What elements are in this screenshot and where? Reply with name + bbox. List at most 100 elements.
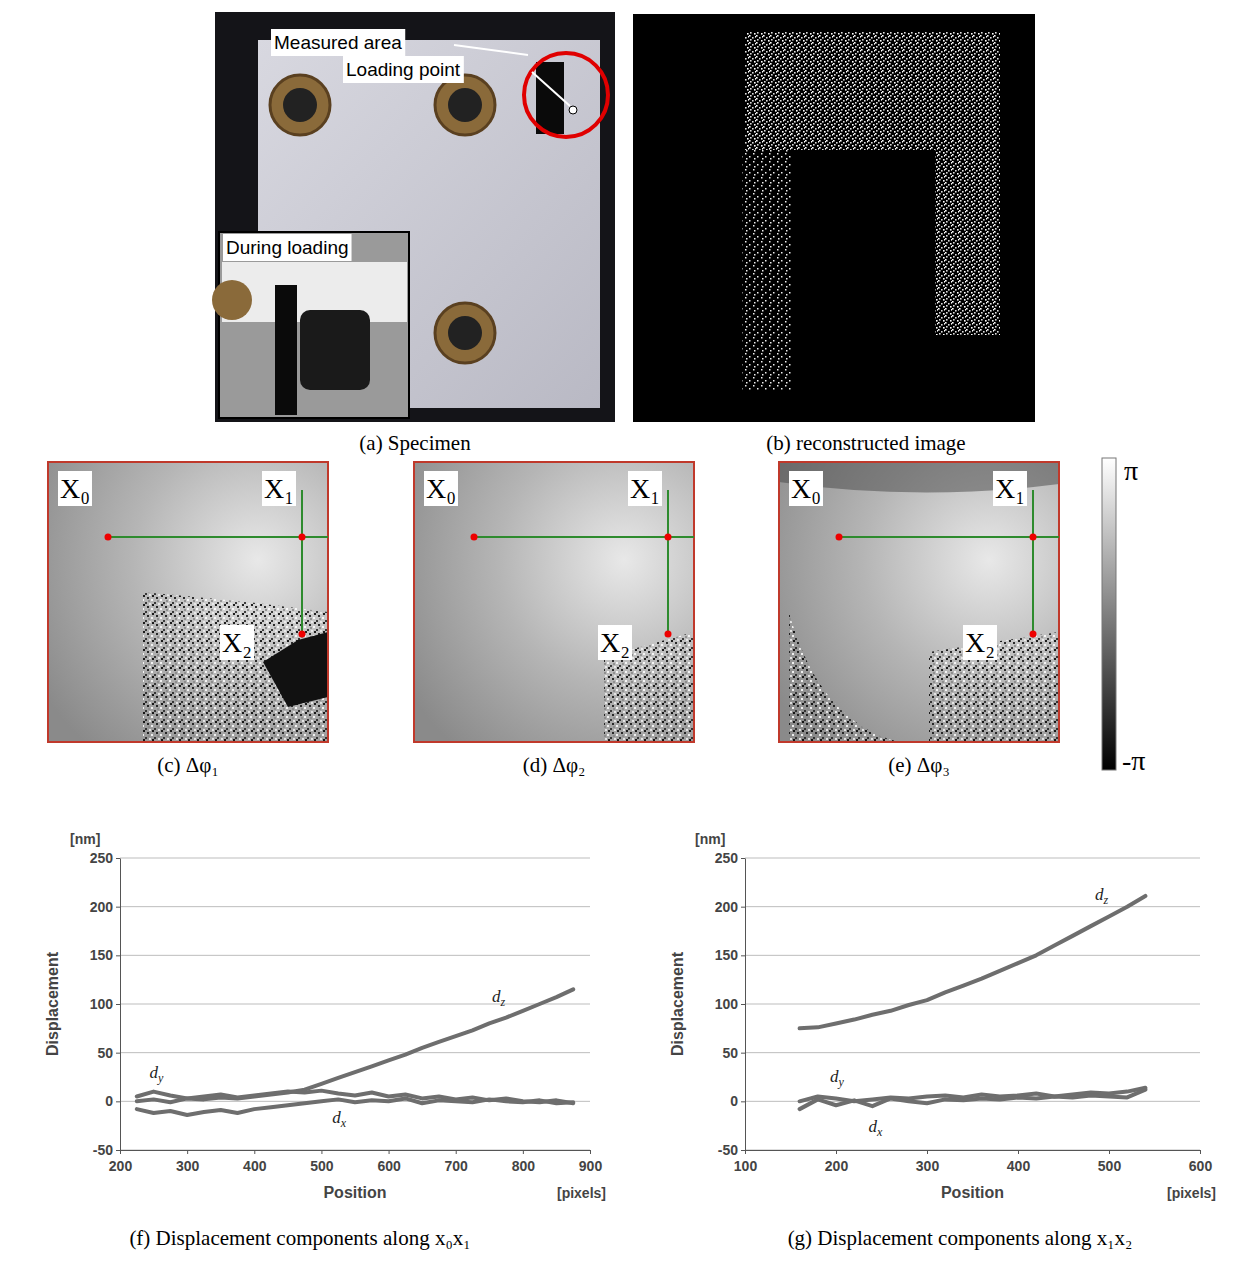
tick: 700 (445, 1150, 469, 1174)
tick-label: 100 (715, 996, 739, 1012)
tick-mark (836, 1150, 837, 1154)
tick: 600 (1189, 1150, 1213, 1174)
tick: -50 (93, 1142, 120, 1158)
label-box: X₂ (598, 625, 632, 660)
specimen-plate (258, 40, 600, 408)
label-background (223, 234, 352, 261)
tick-mark (116, 858, 120, 859)
tick: 600 (377, 1150, 401, 1174)
inset-slot (275, 285, 297, 415)
plot-area (137, 989, 573, 1115)
tick: 500 (1098, 1150, 1122, 1174)
tick-mark (741, 858, 745, 859)
profile-point (665, 534, 672, 541)
label-box: X₀ (58, 471, 92, 506)
data-line (137, 1098, 573, 1115)
phase-map: X₀X₁X₂ (48, 462, 328, 742)
axis-unit: [pixels] (557, 1185, 606, 1201)
tick: -50 (718, 1142, 745, 1158)
profile-point (1030, 534, 1037, 541)
tick-label: 250 (715, 850, 739, 866)
text-label: X₀ (791, 473, 821, 504)
label-background (963, 625, 997, 660)
tick-mark (741, 1150, 745, 1151)
panel-caption: (a) Specimen (359, 431, 471, 455)
tick: 100 (715, 996, 745, 1012)
grid-line (120, 1004, 590, 1005)
phase-map: X₀X₁X₂ (414, 462, 694, 742)
tick-label: 150 (715, 947, 739, 963)
tick-mark (741, 1004, 745, 1005)
tick-label: 500 (1098, 1158, 1122, 1174)
data-line (800, 896, 1146, 1028)
series-label: dy (830, 1067, 845, 1089)
panel-caption: (b) reconstructed image (766, 431, 965, 455)
tick-mark (1109, 1150, 1110, 1154)
tick-mark (927, 1150, 928, 1154)
axis-title: Displacement (44, 951, 61, 1056)
profile-point (299, 631, 306, 638)
y-axis: -50050100150200250 (90, 850, 121, 1158)
tick: 300 (916, 1150, 940, 1174)
grid-line (745, 906, 1200, 907)
bolt-hole (270, 75, 330, 135)
series-label: dz (492, 987, 506, 1009)
line-chart: 100200300400500600-50050100150200250dzdy… (669, 831, 1216, 1201)
phase-field (48, 462, 328, 742)
grid-line (745, 955, 1200, 956)
axis-line (120, 859, 121, 1151)
tick-label: 50 (722, 1045, 738, 1061)
profile-line (839, 536, 1059, 538)
tick-mark (745, 1150, 746, 1154)
tick: 200 (715, 899, 745, 915)
tick-label: 250 (90, 850, 114, 866)
bolt-hole-inner (448, 316, 482, 350)
leader-line (454, 45, 528, 55)
axis-title: Position (323, 1184, 386, 1201)
tick-label: 600 (1189, 1158, 1213, 1174)
text-label: X₂ (965, 627, 995, 658)
speckle-right (935, 150, 1000, 335)
tick-mark (741, 1053, 745, 1054)
colorbar: π-π (1102, 455, 1145, 776)
tick-mark (116, 1101, 120, 1102)
tick-label: 200 (109, 1158, 133, 1174)
tick-mark (741, 955, 745, 956)
text-label: X₀ (60, 473, 90, 504)
phase-field (779, 462, 1059, 742)
panel-caption: (c) Δφ₁ (157, 753, 219, 777)
grid-line (745, 1004, 1200, 1005)
phase-noise (789, 612, 1059, 742)
tick: 50 (722, 1045, 745, 1061)
tick: 200 (825, 1150, 849, 1174)
profile-point (105, 534, 112, 541)
panel-caption: (e) Δφ₃ (888, 753, 950, 777)
tick-mark (116, 1150, 120, 1151)
phase-frame (48, 462, 328, 742)
series-label: dx (332, 1108, 347, 1130)
label-box: X₀ (789, 471, 823, 506)
tick-mark (741, 907, 745, 908)
tick-mark (1200, 1150, 1201, 1154)
tick: 0 (730, 1093, 745, 1109)
phase-field (414, 462, 694, 742)
label-background (993, 471, 1027, 506)
tick: 250 (90, 850, 120, 866)
tick-label: 0 (730, 1093, 738, 1109)
label-background (271, 29, 405, 56)
axis-line (121, 1150, 591, 1151)
series-label: dy (150, 1063, 165, 1085)
text-label: X₁ (264, 473, 294, 504)
axis-unit: [pixels] (1167, 1185, 1216, 1201)
bolt-hole-inner (448, 88, 482, 122)
tick-label: 100 (90, 996, 114, 1012)
axis-line (745, 859, 746, 1151)
data-line (137, 989, 573, 1102)
speckle-top (745, 32, 1000, 150)
tick-mark (254, 1150, 255, 1154)
label-background (220, 625, 254, 660)
panel-caption: (f) Displacement components along x₀x₁ (129, 1226, 470, 1250)
tick: 100 (90, 996, 120, 1012)
tick-mark (1018, 1150, 1019, 1154)
tick-label: 900 (579, 1158, 603, 1174)
